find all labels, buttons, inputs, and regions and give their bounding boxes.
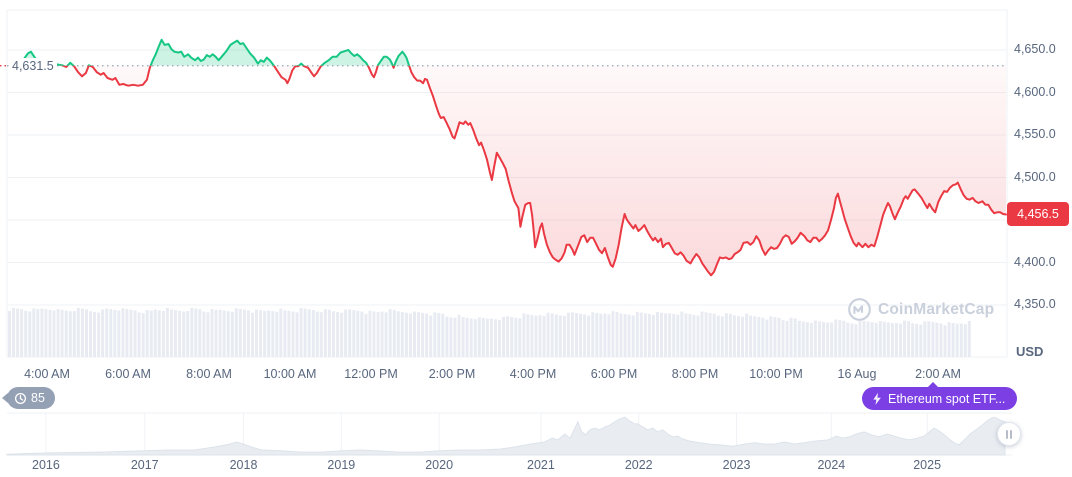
x-axis-label: 10:00 AM (263, 367, 317, 381)
event-annotation-badge[interactable]: Ethereum spot ETF... (862, 382, 1018, 410)
navigator-year-label: 2016 (32, 458, 60, 472)
y-axis-label: 4,550.0 (1014, 127, 1056, 141)
y-axis-label: 4,400.0 (1014, 254, 1056, 269)
navigator-area (6, 416, 1006, 456)
watermark: CoinMarketCap (847, 297, 994, 322)
price-line-red (39, 65, 1007, 277)
navigator-year-label: 2017 (130, 458, 159, 472)
currency-unit-label: USD (1016, 344, 1044, 359)
current-price-value: 4,456.5 (1017, 207, 1059, 221)
x-axis-label: 2:00 AM (915, 367, 961, 381)
history-count: 85 (31, 391, 45, 405)
history-count-badge[interactable]: 85 (7, 387, 55, 409)
y-axis-label: 4,500.0 (1014, 169, 1056, 184)
x-axis-label: 12:00 PM (344, 367, 398, 381)
x-axis-label: 16 Aug (837, 367, 877, 381)
navigator-year-label: 2019 (327, 458, 356, 472)
navigator-year-label: 2023 (722, 458, 751, 472)
clock-history-icon (14, 392, 27, 405)
x-axis-label: 4:00 PM (509, 367, 557, 381)
y-axis-label: 4,650.0 (1014, 42, 1056, 56)
x-axis-label: 8:00 PM (671, 367, 719, 381)
coinmarketcap-logo-icon (847, 297, 872, 322)
navigator-year-label: 2020 (425, 458, 454, 472)
navigator-year-label: 2022 (624, 458, 653, 472)
price-line-green (22, 38, 411, 66)
navigator-year-label: 2024 (817, 458, 846, 472)
area-above-baseline (23, 39, 410, 66)
x-axis-label: 6:00 AM (105, 367, 151, 381)
x-axis-label: 8:00 AM (186, 367, 232, 381)
volume-bars (8, 307, 971, 358)
navigator-year-label: 2021 (527, 458, 555, 472)
watermark-text: CoinMarketCap (878, 300, 995, 318)
navigator-drag-handle[interactable] (997, 422, 1021, 446)
y-axis-label: 4,600.0 (1014, 84, 1056, 99)
y-axis-label: 4,350.0 (1014, 297, 1056, 311)
x-axis-label: 4:00 AM (24, 367, 70, 381)
x-axis-label: 10:00 PM (749, 367, 803, 381)
lightning-bolt-icon (871, 392, 883, 406)
current-price-badge: 4,456.5 (1007, 202, 1069, 226)
navigator-year-label: 2018 (229, 458, 258, 472)
area-below-baseline (23, 65, 1006, 276)
navigator-year-label: 2025 (913, 458, 942, 472)
baseline-price-label: 4,631.5 (9, 58, 57, 74)
x-axis-label: 2:00 PM (428, 367, 476, 381)
event-label: Ethereum spot ETF... (888, 391, 1006, 406)
x-axis-label: 6:00 PM (590, 367, 638, 381)
